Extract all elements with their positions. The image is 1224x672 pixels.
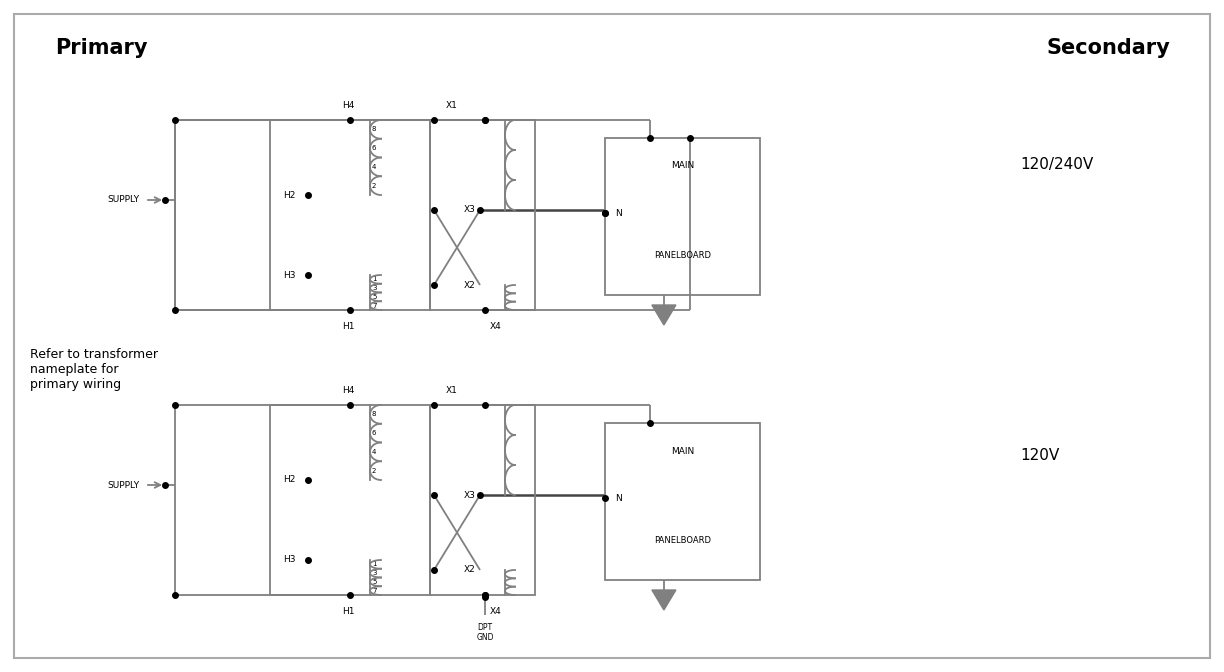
Text: N: N bbox=[614, 209, 622, 218]
Text: X1: X1 bbox=[446, 386, 458, 395]
Text: 2: 2 bbox=[372, 468, 376, 474]
Text: 5: 5 bbox=[372, 579, 376, 585]
Bar bbox=[605, 423, 760, 580]
Text: 4: 4 bbox=[372, 164, 376, 170]
Text: Refer to transformer
nameplate for
primary wiring: Refer to transformer nameplate for prima… bbox=[31, 348, 158, 391]
Text: 120/240V: 120/240V bbox=[1020, 157, 1093, 173]
Bar bbox=[271, 405, 430, 595]
Text: MAIN: MAIN bbox=[671, 446, 694, 456]
Text: X4: X4 bbox=[490, 607, 502, 616]
Text: MAIN: MAIN bbox=[671, 161, 694, 171]
Text: 1: 1 bbox=[372, 276, 377, 282]
Text: H4: H4 bbox=[341, 101, 354, 110]
Text: 8: 8 bbox=[372, 411, 377, 417]
Bar bbox=[430, 120, 535, 310]
Text: SUPPLY: SUPPLY bbox=[108, 480, 140, 489]
Bar bbox=[605, 138, 760, 295]
Text: SUPPLY: SUPPLY bbox=[108, 196, 140, 204]
Text: X4: X4 bbox=[490, 322, 502, 331]
Polygon shape bbox=[652, 305, 676, 325]
Text: 4: 4 bbox=[372, 449, 376, 455]
Text: Primary: Primary bbox=[55, 38, 148, 58]
Polygon shape bbox=[652, 590, 676, 610]
Text: N: N bbox=[614, 494, 622, 503]
Text: H1: H1 bbox=[341, 322, 354, 331]
Text: Secondary: Secondary bbox=[1047, 38, 1170, 58]
Text: 120V: 120V bbox=[1020, 448, 1059, 462]
Text: H3: H3 bbox=[284, 556, 296, 564]
Text: 5: 5 bbox=[372, 294, 376, 300]
Text: 7: 7 bbox=[372, 302, 377, 308]
Text: PANELBOARD: PANELBOARD bbox=[654, 251, 711, 260]
Bar bbox=[430, 405, 535, 595]
Text: X3: X3 bbox=[464, 206, 476, 214]
Text: 6: 6 bbox=[372, 145, 377, 151]
Text: 8: 8 bbox=[372, 126, 377, 132]
Text: 1: 1 bbox=[372, 561, 377, 567]
Text: 7: 7 bbox=[372, 587, 377, 593]
Text: PANELBOARD: PANELBOARD bbox=[654, 536, 711, 545]
Bar bbox=[271, 120, 430, 310]
Text: H1: H1 bbox=[341, 607, 354, 616]
Text: X3: X3 bbox=[464, 491, 476, 499]
Text: X2: X2 bbox=[464, 566, 476, 575]
Text: 2: 2 bbox=[372, 183, 376, 189]
Text: X1: X1 bbox=[446, 101, 458, 110]
Text: 3: 3 bbox=[372, 285, 377, 291]
Text: H2: H2 bbox=[284, 476, 296, 485]
Text: 3: 3 bbox=[372, 570, 377, 576]
Text: DPT
GND: DPT GND bbox=[476, 623, 493, 642]
Text: H2: H2 bbox=[284, 190, 296, 200]
Text: X2: X2 bbox=[464, 280, 476, 290]
Text: 6: 6 bbox=[372, 430, 377, 436]
Text: H3: H3 bbox=[284, 271, 296, 280]
Text: H4: H4 bbox=[341, 386, 354, 395]
